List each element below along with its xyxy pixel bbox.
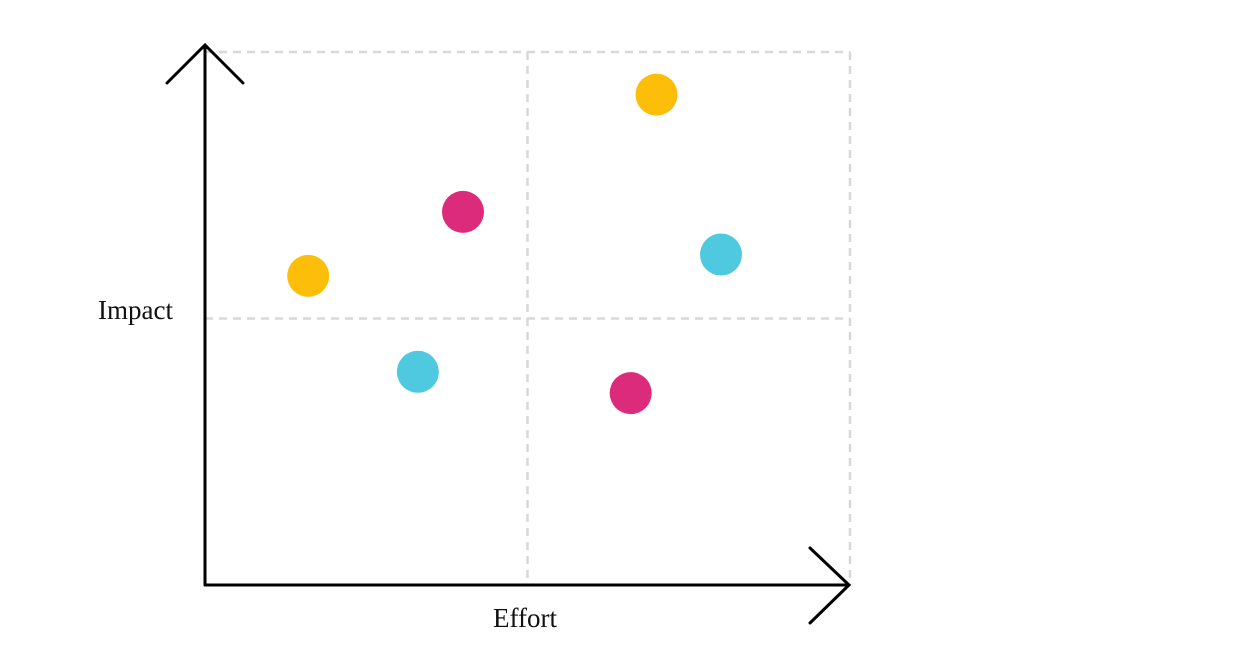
grid bbox=[205, 50, 852, 585]
point bbox=[635, 73, 678, 116]
point bbox=[609, 372, 652, 415]
point bbox=[442, 190, 484, 233]
y-axis bbox=[165, 42, 245, 587]
point bbox=[287, 254, 330, 297]
x-axis-label: Effort bbox=[493, 603, 557, 633]
y-axis-label: Impact bbox=[98, 295, 173, 325]
x-axis bbox=[203, 546, 852, 625]
point bbox=[700, 233, 742, 276]
point bbox=[396, 350, 439, 393]
